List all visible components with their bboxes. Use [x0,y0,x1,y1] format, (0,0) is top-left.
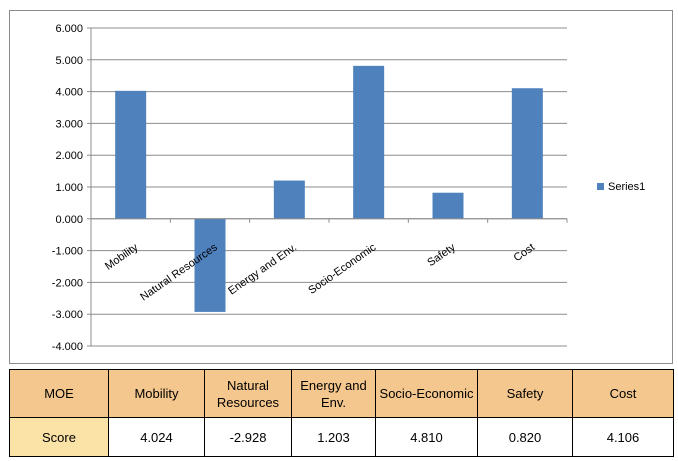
row-label-score: Score [9,417,109,457]
header-socio-economic: Socio-Economic [375,369,478,418]
header-mobility: Mobility [108,369,205,418]
score-energy-env: 1.203 [291,417,376,457]
header-safety: Safety [477,369,573,418]
category-label: Safety [425,241,458,269]
category-label: Cost [512,241,537,264]
legend-swatch [597,183,604,190]
header-natural-resources: Natural Resources [204,369,292,418]
header-cost: Cost [572,369,674,418]
y-tick-label: 0.000 [55,214,83,226]
score-socio-economic: 4.810 [375,417,478,457]
gridlines [91,27,567,347]
bars [115,65,543,312]
score-safety: 0.820 [477,417,573,457]
score-natural-resources: -2.928 [204,417,292,457]
y-tick-label: -4.000 [52,341,83,353]
y-tick-label: 4.000 [55,87,83,99]
y-tick-label: 5.000 [55,55,83,67]
y-tick-label: -2.000 [52,277,83,289]
header-energy-env: Energy and Env. [291,369,376,418]
category-label: Mobility [103,241,141,273]
bar [511,88,543,219]
bar [115,90,147,219]
bar-chart: 6.000 5.000 4.000 3.000 2.000 1.000 0.000 -1.00… [52,23,646,353]
score-table: MOE Mobility Natural Resources Energy an… [9,369,674,457]
y-tick-label: 6.000 [55,23,83,35]
axes [87,27,568,347]
y-tick-label: 2.000 [55,150,83,162]
y-tick-label: 3.000 [55,118,83,130]
table-header-row: MOE Mobility Natural Resources Energy an… [9,369,674,418]
score-mobility: 4.024 [108,417,205,457]
legend-label: Series1 [608,181,645,193]
bar [273,180,305,219]
category-label: Energy and Env. [226,241,299,297]
table-score-row: Score 4.024 -2.928 1.203 4.810 0.820 4.1… [9,417,674,457]
bar [432,192,464,219]
y-tick-label: -3.000 [52,309,83,321]
bar [194,218,226,312]
chart-area: 6.000 5.000 4.000 3.000 2.000 1.000 0.000 -1.00… [9,10,673,364]
y-axis-tick-labels: 6.000 5.000 4.000 3.000 2.000 1.000 0.000 -1.00… [52,23,83,353]
y-tick-label: -1.000 [52,246,83,258]
legend: Series1 [597,181,645,193]
header-moe: MOE [9,369,109,418]
score-cost: 4.106 [572,417,674,457]
category-label: Socio-Economic [306,241,378,297]
y-tick-label: 1.000 [55,182,83,194]
bar [353,65,385,219]
